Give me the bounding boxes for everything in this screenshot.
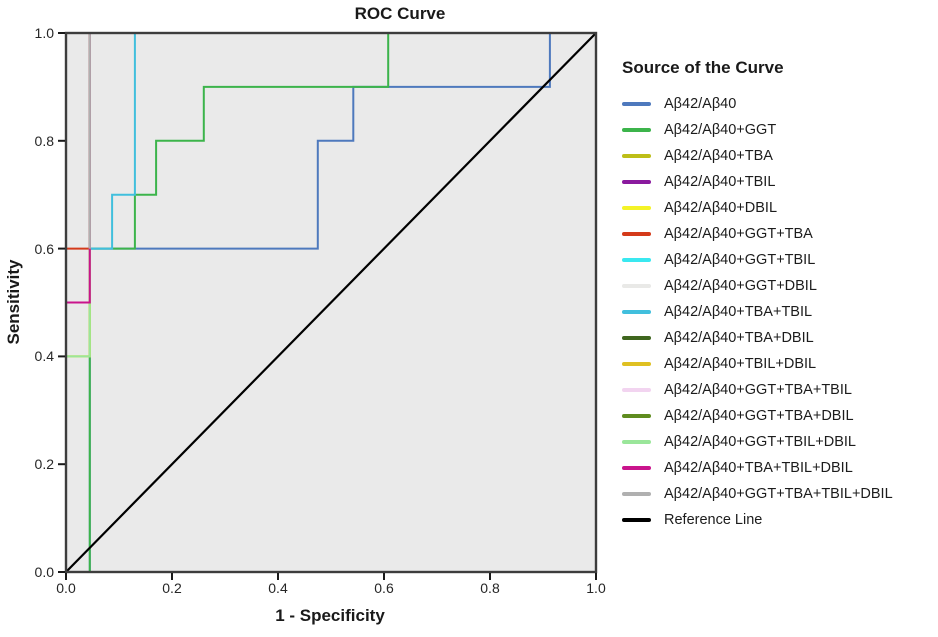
- legend-item: Aβ42/Aβ40+GGT+TBIL: [622, 247, 934, 273]
- legend-label: Aβ42/Aβ40+TBIL+DBIL: [664, 356, 817, 372]
- legend-items: Aβ42/Aβ40 Aβ42/Aβ40+GGT Aβ42/Aβ40+TBA Aβ42/…: [622, 91, 934, 533]
- x-tick-label: 0.0: [56, 580, 76, 596]
- legend-item: Aβ42/Aβ40+TBIL+DBIL: [622, 351, 934, 377]
- legend-label: Aβ42/Aβ40+TBA+TBIL+DBIL: [664, 460, 853, 476]
- x-tick-label: 0.6: [374, 580, 394, 596]
- legend-label: Aβ42/Aβ40+GGT+DBIL: [664, 278, 817, 294]
- legend-label: Aβ42/Aβ40+GGT+TBIL+DBIL: [664, 434, 856, 450]
- legend-swatch: [622, 206, 651, 210]
- x-tick-label: 0.4: [268, 580, 288, 596]
- plot-frame: [64, 31, 598, 574]
- legend-swatch: [622, 362, 651, 366]
- legend-swatch: [622, 180, 651, 184]
- legend-label: Aβ42/Aβ40+GGT+TBA+DBIL: [664, 408, 854, 424]
- roc-curve: [88, 32, 596, 572]
- roc-curve: [88, 32, 596, 572]
- legend: Source of the Curve Aβ42/Aβ40 Aβ42/Aβ40+G…: [622, 58, 934, 533]
- legend-item: Aβ42/Aβ40+GGT+TBA: [622, 221, 934, 247]
- legend-item: Aβ42/Aβ40+TBIL: [622, 169, 934, 195]
- legend-swatch: [622, 310, 651, 314]
- x-tick-label: 0.8: [480, 580, 500, 596]
- y-tick-label: 0.0: [34, 564, 54, 580]
- legend-label: Aβ42/Aβ40+TBA+DBIL: [664, 330, 814, 346]
- chart-title: ROC Curve: [354, 4, 446, 23]
- legend-label: Aβ42/Aβ40+GGT+TBA+TBIL: [664, 382, 852, 398]
- legend-swatch: [622, 440, 651, 444]
- legend-label: Aβ42/Aβ40+GGT: [664, 122, 777, 138]
- legend-item: Aβ42/Aβ40+TBA+TBIL+DBIL: [622, 455, 934, 481]
- legend-label: Aβ42/Aβ40+TBIL: [664, 174, 776, 190]
- legend-label: Aβ42/Aβ40+GGT+TBIL: [664, 252, 816, 268]
- legend-swatch: [622, 466, 651, 470]
- legend-label: Aβ42/Aβ40+TBA: [664, 148, 773, 164]
- x-tick-label: 0.2: [162, 580, 182, 596]
- legend-item: Aβ42/Aβ40+DBIL: [622, 195, 934, 221]
- x-axis-title: 1 - Specificity: [275, 606, 385, 625]
- reference-line: [65, 32, 597, 573]
- legend-item: Aβ42/Aβ40+GGT+TBIL+DBIL: [622, 429, 934, 455]
- legend-swatch: [622, 284, 651, 288]
- legend-item: Aβ42/Aβ40+GGT+DBIL: [622, 273, 934, 299]
- legend-label: Aβ42/Aβ40+DBIL: [664, 200, 778, 216]
- legend-swatch: [622, 336, 651, 340]
- y-tick-label: 0.4: [34, 348, 54, 365]
- x-tick-label: 1.0: [586, 580, 606, 596]
- y-tick-label: 0.8: [34, 132, 54, 149]
- legend-item: Aβ42/Aβ40+TBA+DBIL: [622, 325, 934, 351]
- legend-item: Reference Line: [622, 507, 934, 533]
- legend-item: Aβ42/Aβ40+GGT+TBA+TBIL+DBIL: [622, 481, 934, 507]
- legend-swatch: [622, 258, 651, 262]
- legend-item: Aβ42/Aβ40+TBA: [622, 143, 934, 169]
- legend-title: Source of the Curve: [622, 58, 784, 77]
- legend-swatch: [622, 102, 651, 106]
- legend-label: Aβ42/Aβ40+GGT+TBA+TBIL+DBIL: [664, 486, 893, 502]
- legend-label: Reference Line: [664, 512, 763, 528]
- legend-label: Aβ42/Aβ40+GGT+TBA: [664, 226, 813, 242]
- y-tick-label: 0.2: [34, 456, 54, 473]
- legend-item: Aβ42/Aβ40+GGT+TBA+DBIL: [622, 403, 934, 429]
- legend-swatch: [622, 388, 651, 392]
- legend-swatch: [622, 492, 651, 496]
- legend-item: Aβ42/Aβ40: [622, 91, 934, 117]
- y-tick-label: 1.0: [34, 25, 54, 41]
- legend-item: Aβ42/Aβ40+GGT: [622, 117, 934, 143]
- legend-swatch: [622, 232, 651, 236]
- legend-swatch: [622, 128, 651, 132]
- legend-swatch: [622, 154, 651, 158]
- legend-item: Aβ42/Aβ40+TBA+TBIL: [622, 299, 934, 325]
- y-tick-label: 0.6: [34, 240, 54, 257]
- legend-swatch: [622, 518, 651, 522]
- legend-label: Aβ42/Aβ40+TBA+TBIL: [664, 304, 813, 320]
- legend-swatch: [622, 414, 651, 418]
- legend-item: Aβ42/Aβ40+GGT+TBA+TBIL: [622, 377, 934, 403]
- legend-label: Aβ42/Aβ40: [664, 96, 737, 112]
